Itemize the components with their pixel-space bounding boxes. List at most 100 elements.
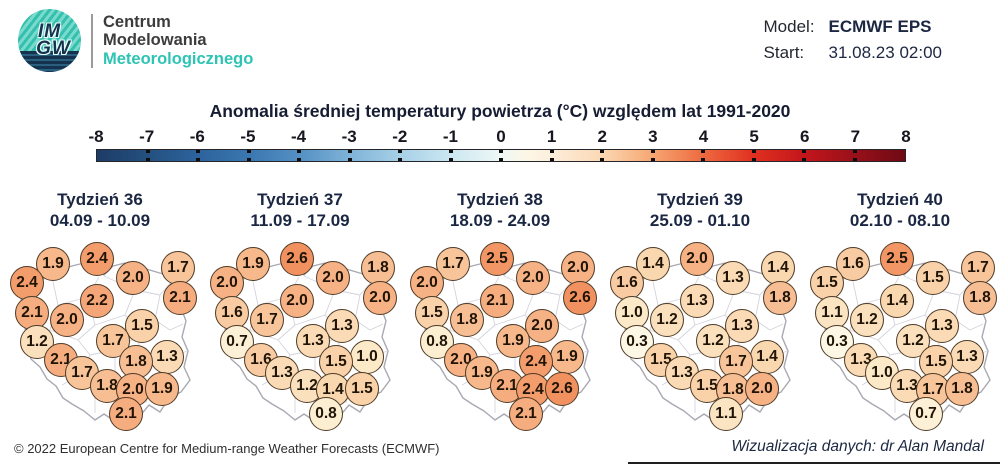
colorbar-tick [196, 158, 200, 161]
station-anomaly-bubble: 2.0 [50, 303, 84, 338]
colorbar-tick [549, 150, 554, 153]
station-anomaly-bubble: 2.4 [10, 265, 44, 300]
start-value: 31.08.23 02:00 [828, 43, 942, 62]
week-label: Tydzień 39 [657, 190, 743, 209]
station-anomaly-bubble: 1.4 [761, 250, 795, 285]
week-label: Tydzień 37 [257, 190, 343, 209]
credit-text: Wizualizacja danych: dr Alan Mandal [731, 438, 984, 455]
colorbar-tick [701, 150, 705, 153]
station-anomaly-bubble: 2.5 [880, 241, 914, 276]
station-anomaly-bubble: 2.5 [480, 241, 514, 276]
station-anomaly-bubble: 0.8 [420, 324, 454, 359]
colorbar-tick-label: 0 [496, 127, 506, 146]
station-anomaly-bubble: 1.7 [250, 303, 284, 338]
colorbar-tick [246, 150, 251, 153]
colorbar-tick [600, 150, 604, 153]
colorbar-tick [347, 158, 352, 161]
station-anomaly-bubble: 2.6 [563, 281, 597, 316]
station-anomaly-bubble: 2.0 [116, 260, 150, 295]
colorbar-tick [145, 150, 150, 153]
brand-name: Centrum Modelowania Meteorologicznego [103, 13, 253, 69]
station-anomaly-bubble: 1.3 [716, 260, 750, 295]
model-value: ECMWF EPS [828, 17, 932, 36]
colorbar-tick [751, 158, 756, 161]
logo-gw: GW [36, 37, 71, 59]
imgw-logo-text: IM GW [18, 9, 81, 72]
colorbar-tick-label: -3 [341, 127, 357, 146]
station-anomaly-bubble: 1.0 [615, 296, 649, 331]
station-anomaly-bubble: 2.0 [280, 284, 314, 319]
colorbar-tick-label: -8 [88, 127, 104, 146]
week-date-range: 04.09 - 10.09 [49, 210, 151, 230]
brand-line-2: Modelowania [103, 31, 207, 50]
station-anomaly-bubble: 1.3 [150, 339, 184, 374]
station-anomaly-bubble: 1.2 [650, 303, 684, 338]
weekly-maps-row: Tydzień 36 04.09 - 10.09 1.9 2.4 2.0 1.7 2.4 2.… [0, 190, 1000, 436]
station-anomaly-bubble: 2.0 [316, 260, 350, 295]
week-label: Tydzień 36 [57, 190, 143, 209]
station-anomaly-bubble: 1.7 [961, 250, 995, 285]
colorbar-tick-label: -2 [392, 127, 408, 146]
station-anomaly-bubble: 1.8 [450, 303, 484, 338]
station-anomaly-bubble: 1.8 [963, 281, 997, 316]
station-anomaly-bubble: 1.1 [709, 397, 743, 432]
colorbar: -8 -7 -6 -5 -4 -3 -2 -1 0 1 2 3 4 5 6 7 8 [88, 127, 911, 162]
week-date-range: 25.09 - 01.10 [649, 210, 751, 230]
colorbar-tick [145, 158, 150, 161]
station-anomaly-bubble: 1.3 [680, 284, 714, 319]
station-anomaly-bubble: 1.5 [810, 265, 844, 300]
station-anomaly-bubble: 2.1 [490, 368, 524, 403]
station-anomaly-bubble: 0.7 [220, 324, 254, 359]
copyright-text: © 2022 European Centre for Medium-range … [14, 441, 440, 456]
model-info: Model: ECMWF EPS Start: 31.08.23 02:00 [764, 17, 942, 63]
station-anomaly-bubble: 2.2 [80, 284, 114, 319]
station-anomaly-bubble: 2.1 [15, 296, 49, 331]
colorbar-tick [802, 150, 806, 153]
week-date-range: 02.10 - 08.10 [849, 210, 951, 230]
station-anomaly-bubble: 1.9 [550, 339, 584, 374]
colorbar-tick-label: 5 [749, 127, 759, 146]
colorbar-tick [448, 150, 453, 153]
station-anomaly-bubble: 1.4 [750, 339, 784, 374]
colorbar-tick [499, 150, 503, 153]
colorbar-tick [398, 150, 402, 153]
station-anomaly-bubble: 2.1 [480, 284, 514, 319]
station-anomaly-bubble: 2.6 [545, 371, 579, 406]
station-anomaly-bubble: 1.4 [636, 246, 670, 281]
station-anomaly-bubble: 0.7 [909, 397, 943, 432]
colorbar-tick [246, 158, 251, 161]
colorbar-tick-label: -7 [139, 127, 155, 146]
colorbar-tick [347, 150, 352, 153]
colorbar-tick [549, 158, 554, 161]
week-date-range: 11.09 - 17.09 [250, 210, 350, 230]
colorbar-tick-label: -1 [442, 127, 458, 146]
brand-divider [91, 13, 93, 68]
station-anomaly-bubble: 2.0 [745, 371, 779, 406]
imgw-logo-icon: IM GW [18, 9, 81, 72]
colorbar-tick [852, 150, 857, 153]
station-anomaly-bubble: 2.0 [363, 281, 397, 316]
station-anomaly-bubble: 1.9 [236, 246, 270, 281]
colorbar-tick [650, 150, 655, 153]
station-anomaly-bubble: 1.4 [880, 284, 914, 319]
station-anomaly-bubble: 1.9 [496, 323, 530, 358]
colorbar-tick-label: -6 [189, 127, 205, 146]
station-anomaly-bubble: 2.0 [680, 241, 714, 276]
station-anomaly-bubble: 1.3 [325, 309, 359, 344]
colorbar-tick-label: 1 [546, 127, 557, 146]
colorbar-tick [701, 158, 705, 161]
station-anomaly-bubble: 1.5 [916, 260, 950, 295]
poland-map: 1.9 2.4 2.0 1.7 2.4 2.2 2.1 2.1 2.0 1.5 1.7 1.2 1.3 1… [0, 234, 200, 436]
colorbar-tick [297, 150, 301, 153]
station-anomaly-bubble: 1.3 [950, 339, 984, 374]
colorbar-tick [448, 158, 453, 161]
logo-im: IM [37, 21, 62, 43]
week-panel: Tydzień 37 11.09 - 17.09 1.9 2.6 2.0 1.8 2.0 2.… [200, 190, 400, 436]
week-label: Tydzień 40 [857, 190, 943, 209]
colorbar-tick [852, 158, 857, 161]
station-anomaly-bubble: 2.0 [561, 250, 595, 285]
station-anomaly-bubble: 1.8 [763, 281, 797, 316]
colorbar-tick [398, 158, 402, 161]
station-anomaly-bubble: 2.0 [525, 309, 559, 344]
